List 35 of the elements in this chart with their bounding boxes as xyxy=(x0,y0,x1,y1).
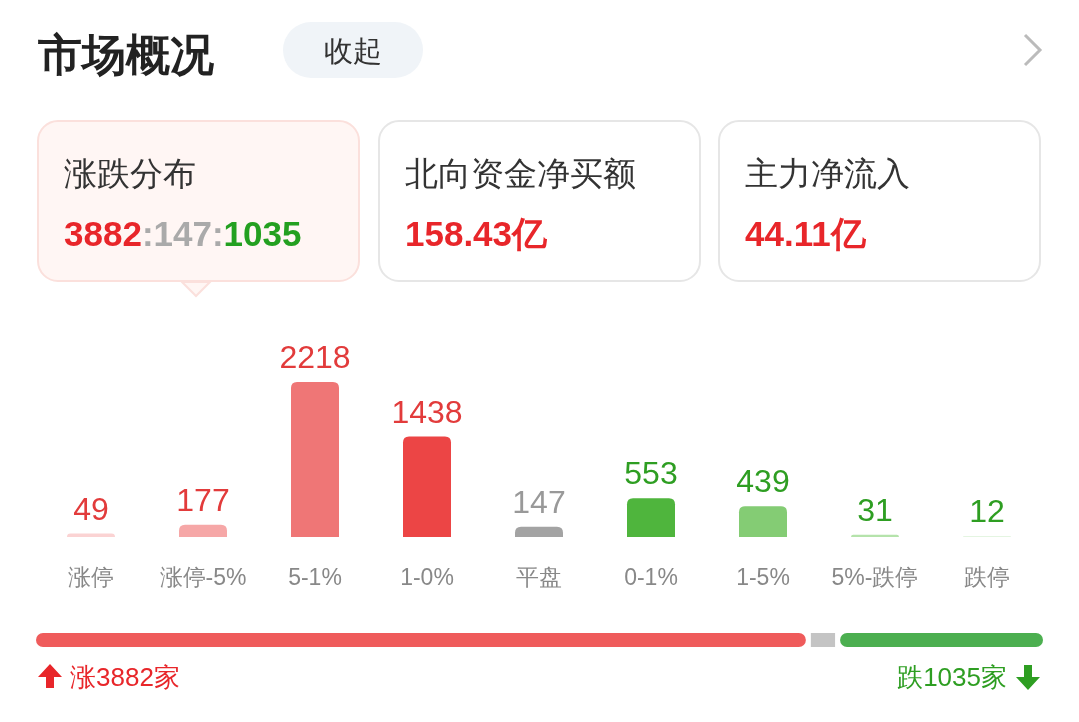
data-label: 147 xyxy=(512,483,566,520)
x-tick-label: 5-1% xyxy=(288,564,342,590)
text: 主力净流入 xyxy=(745,155,910,192)
text: 收起 xyxy=(324,35,382,67)
bar xyxy=(515,526,563,537)
text: 158.43亿 xyxy=(405,214,549,253)
data-label: 1438 xyxy=(391,393,463,430)
bar xyxy=(627,498,675,537)
bar xyxy=(851,534,899,537)
text: 跌1035家 xyxy=(897,662,1007,692)
x-tick-label: 平盘 xyxy=(516,564,562,590)
text: 44.11亿 xyxy=(745,214,867,253)
x-tick-label: 涨停 xyxy=(68,564,114,590)
text: 北向资金净买额 xyxy=(405,155,636,192)
text: 涨3882家 xyxy=(70,662,180,692)
text: 3882:147:1035 xyxy=(64,214,302,253)
data-label: 2218 xyxy=(279,339,351,375)
data-label: 49 xyxy=(73,490,109,527)
x-tick-label: 跌停 xyxy=(964,564,1010,590)
bar xyxy=(291,382,339,537)
data-label: 31 xyxy=(857,491,893,528)
bar xyxy=(403,436,451,537)
text: 涨跌分布 xyxy=(64,155,196,192)
data-label: 177 xyxy=(176,481,230,518)
data-label: 439 xyxy=(736,463,790,500)
x-tick-label: 1-5% xyxy=(736,564,790,590)
x-tick-label: 涨停-5% xyxy=(159,564,247,590)
text: 市场概况 xyxy=(38,30,214,79)
x-tick-label: 5%-跌停 xyxy=(831,564,919,590)
x-tick-label: 1-0% xyxy=(400,564,454,590)
bar xyxy=(179,524,227,537)
data-label: 12 xyxy=(969,493,1005,530)
x-tick-label: 0-1% xyxy=(624,564,678,590)
bar xyxy=(739,506,787,537)
data-label: 553 xyxy=(624,455,678,492)
